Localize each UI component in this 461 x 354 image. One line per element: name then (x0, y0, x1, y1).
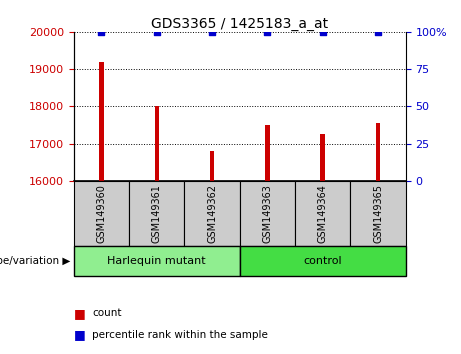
FancyBboxPatch shape (74, 246, 240, 276)
Point (374, 29, 382, 35)
Text: GSM149362: GSM149362 (207, 184, 217, 243)
Text: percentile rank within the sample: percentile rank within the sample (92, 330, 268, 339)
Text: GSM149363: GSM149363 (262, 184, 272, 243)
FancyBboxPatch shape (295, 181, 350, 246)
FancyBboxPatch shape (129, 181, 184, 246)
Point (98, 29, 105, 35)
FancyBboxPatch shape (350, 181, 406, 246)
Text: genotype/variation ▶: genotype/variation ▶ (0, 256, 71, 266)
Text: ■: ■ (74, 307, 85, 320)
Text: GSM149361: GSM149361 (152, 184, 162, 243)
Bar (154, 106, 159, 181)
FancyBboxPatch shape (240, 181, 295, 246)
Bar (99, 62, 104, 181)
Text: count: count (92, 308, 122, 318)
Text: GSM149364: GSM149364 (318, 184, 328, 243)
Point (319, 29, 326, 35)
Text: GSM149360: GSM149360 (96, 184, 106, 243)
Text: Harlequin mutant: Harlequin mutant (107, 256, 206, 266)
FancyBboxPatch shape (74, 181, 129, 246)
FancyBboxPatch shape (240, 246, 406, 276)
Text: ■: ■ (74, 328, 85, 341)
FancyBboxPatch shape (184, 181, 240, 246)
Bar (320, 134, 325, 181)
Bar (376, 123, 380, 181)
Bar (210, 151, 214, 181)
Point (264, 29, 271, 35)
Point (208, 29, 216, 35)
Title: GDS3365 / 1425183_a_at: GDS3365 / 1425183_a_at (151, 17, 328, 31)
Point (153, 29, 160, 35)
Text: control: control (303, 256, 342, 266)
Bar (265, 125, 270, 181)
Text: GSM149365: GSM149365 (373, 184, 383, 243)
